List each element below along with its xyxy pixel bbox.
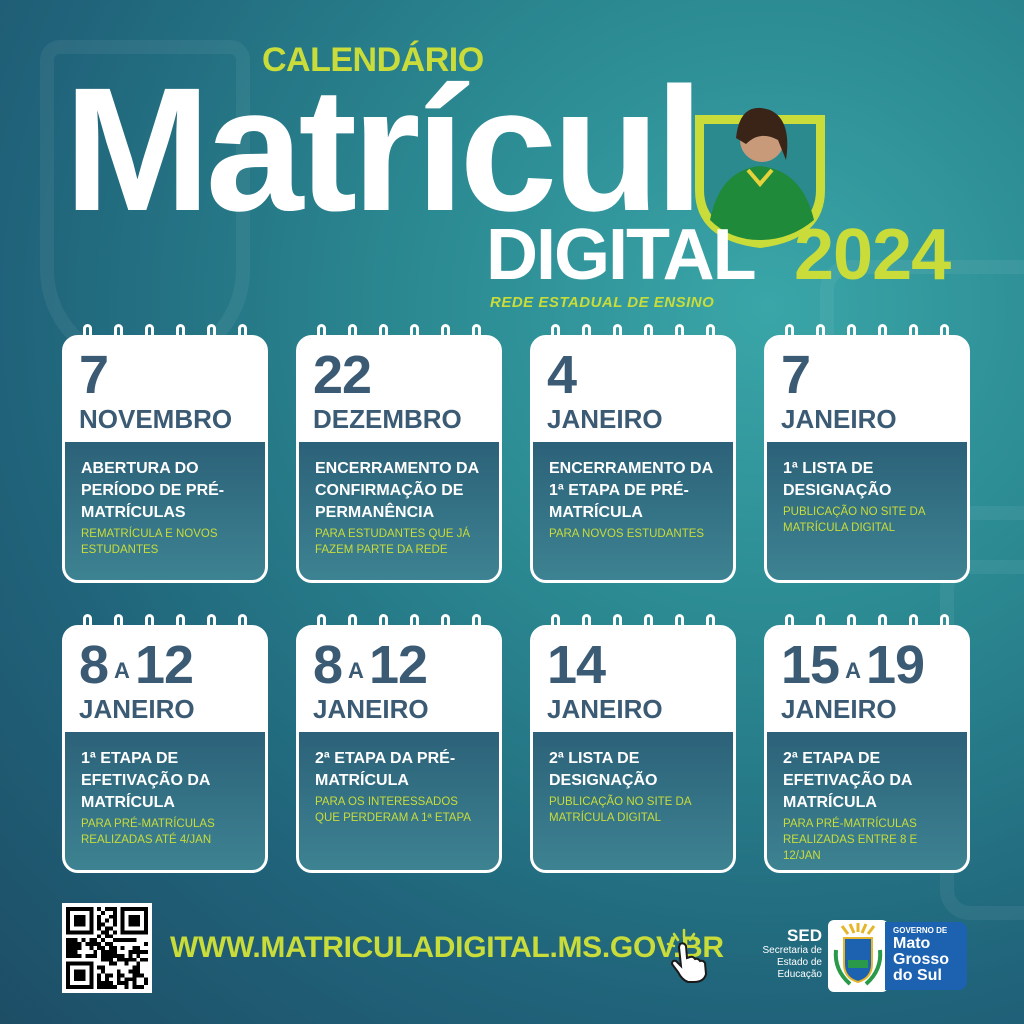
calendar-card: 4 JANEIRO ENCERRAMENTO DA 1ª ETAPA DE PR… (530, 324, 736, 583)
government-logo: GOVERNO DE Mato Grosso do Sul (885, 922, 967, 990)
day-end: 12 (134, 635, 194, 695)
card-month: DEZEMBRO (313, 404, 462, 434)
card-date: 15 A 19 JANEIRO (767, 628, 967, 732)
range-separator: A (114, 658, 130, 683)
card-note: PUBLICAÇÃO NO SITE DA MATRÍCULA DIGITAL (549, 796, 691, 824)
card-body: ENCERRAMENTO DA CONFIRMAÇÃO DE PERMANÊNC… (299, 442, 499, 574)
calendar-card: 22 DEZEMBRO ENCERRAMENTO DA CONFIRMAÇÃO … (296, 324, 502, 583)
card-body: ABERTURA DO PERÍODO DE PRÉ-MATRÍCULAS RE… (65, 442, 265, 574)
student-photo-shield (695, 107, 825, 248)
sed-acronym: SED (787, 926, 822, 945)
main-title: Matrícula (64, 52, 797, 248)
card-note: PARA OS INTERESSADOS QUE PERDERAM A 1ª E… (315, 796, 471, 824)
calendar-card: 7 NOVEMBRO ABERTURA DO PERÍODO DE PRÉ-MA… (62, 324, 268, 583)
calendar-card: 7 JANEIRO 1ª LISTA DE DESIGNAÇÃO PUBLICA… (764, 324, 970, 583)
card-date: 4 JANEIRO (533, 338, 733, 442)
card-day: 7 (79, 348, 251, 402)
kicker-title: CALENDÁRIO (262, 41, 484, 79)
calendar-card: 8 A 12 JANEIRO 2ª ETAPA DA PRÉ-MATRÍCULA P… (296, 614, 502, 873)
gov-line: Mato (893, 935, 931, 952)
card-day: 22 (313, 348, 485, 402)
card-day: 14 (547, 638, 719, 692)
card-note: PUBLICAÇÃO NO SITE DA MATRÍCULA DIGITAL (783, 506, 925, 534)
sed-line: Secretaria de (762, 945, 822, 956)
card-month: NOVEMBRO (79, 404, 233, 434)
calendar-card: 14 JANEIRO 2ª LISTA DE DESIGNAÇÃO PUBLIC… (530, 614, 736, 873)
card-date: 7 JANEIRO (767, 338, 967, 442)
card-note: PARA NOVOS ESTUDANTES (549, 528, 705, 540)
card-body: 1ª LISTA DE DESIGNAÇÃO PUBLICAÇÃO NO SIT… (767, 442, 967, 552)
gov-line: Grosso (893, 951, 950, 968)
card-body: 2ª LISTA DE DESIGNAÇÃO PUBLICAÇÃO NO SIT… (533, 732, 733, 842)
card-date: 22 DEZEMBRO (299, 338, 499, 442)
subtitle-digital: DIGITAL (486, 215, 757, 295)
day-start: 8 (79, 635, 109, 695)
card-day: 15 A 19 (781, 638, 953, 692)
card-date: 8 A 12 JANEIRO (299, 628, 499, 732)
day-start: 22 (313, 345, 372, 405)
card-title: 2ª ETAPA DE EFETIVAÇÃO DA MATRÍCULA (783, 750, 912, 811)
card-title: 1ª ETAPA DE EFETIVAÇÃO DA MATRÍCULA (81, 750, 210, 811)
day-start: 15 (781, 635, 840, 695)
card-month: JANEIRO (547, 404, 663, 434)
card-month: JANEIRO (79, 694, 195, 724)
year: 2024 (794, 215, 951, 295)
day-start: 14 (547, 635, 606, 695)
calendar-card: 15 A 19 JANEIRO 2ª ETAPA DE EFETIVAÇÃO DA … (764, 614, 970, 873)
card-month: JANEIRO (313, 694, 429, 724)
card-body: ENCERRAMENTO DA 1ª ETAPA DE PRÉ-MATRÍCUL… (533, 442, 733, 558)
card-body: 2ª ETAPA DE EFETIVAÇÃO DA MATRÍCULA PARA… (767, 732, 967, 880)
card-day: 8 A 12 (313, 638, 485, 692)
card-note: PARA PRÉ-MATRÍCULAS REALIZADAS ATÉ 4/JAN (81, 818, 215, 846)
card-title: 1ª LISTA DE DESIGNAÇÃO (783, 460, 892, 499)
day-start: 8 (313, 635, 343, 695)
card-date: 7 NOVEMBRO (65, 338, 265, 442)
card-body: 1ª ETAPA DE EFETIVAÇÃO DA MATRÍCULA PARA… (65, 732, 265, 864)
day-start: 7 (781, 345, 811, 405)
day-end: 19 (865, 635, 925, 695)
card-title: ENCERRAMENTO DA 1ª ETAPA DE PRÉ-MATRÍCUL… (549, 460, 713, 521)
website-link[interactable]: WWW.MATRICULADIGITAL.MS.GOV.BR (170, 931, 724, 964)
card-title: ABERTURA DO PERÍODO DE PRÉ-MATRÍCULAS (81, 460, 225, 521)
day-start: 7 (79, 345, 109, 405)
day-end: 12 (368, 635, 428, 695)
card-note: PARA PRÉ-MATRÍCULAS REALIZADAS ENTRE 8 E… (783, 818, 918, 862)
range-separator: A (845, 658, 861, 683)
card-day: 8 A 12 (79, 638, 251, 692)
card-body: 2ª ETAPA DA PRÉ-MATRÍCULA PARA OS INTERE… (299, 732, 499, 842)
tagline: REDE ESTADUAL DE ENSINO (490, 294, 715, 311)
gov-label: GOVERNO DE (893, 926, 948, 935)
card-note: PARA ESTUDANTES QUE JÁ FAZEM PARTE DA RE… (315, 528, 471, 556)
pointing-hand-icon (666, 928, 708, 983)
card-day: 4 (547, 348, 719, 402)
card-month: JANEIRO (547, 694, 663, 724)
card-date: 8 A 12 JANEIRO (65, 628, 265, 732)
day-start: 4 (547, 345, 577, 405)
calendar-card: 8 A 12 JANEIRO 1ª ETAPA DE EFETIVAÇÃO DA M… (62, 614, 268, 873)
card-date: 14 JANEIRO (533, 628, 733, 732)
gov-line: do Sul (893, 967, 942, 984)
sed-line: Estado de (776, 957, 822, 968)
sed-logo: SED Secretaria de Estado de Educação (750, 926, 822, 981)
qr-code-icon[interactable] (62, 903, 152, 993)
card-title: 2ª LISTA DE DESIGNAÇÃO (549, 750, 658, 789)
range-separator: A (348, 658, 364, 683)
card-title: 2ª ETAPA DA PRÉ-MATRÍCULA (315, 750, 456, 789)
card-title: ENCERRAMENTO DA CONFIRMAÇÃO DE PERMANÊNC… (315, 460, 479, 521)
card-note: REMATRÍCULA E NOVOS ESTUDANTES (81, 528, 218, 556)
sed-line: Educação (777, 969, 822, 980)
card-month: JANEIRO (781, 694, 897, 724)
card-month: JANEIRO (781, 404, 897, 434)
calendar-rings (83, 614, 247, 640)
state-crest-icon (828, 920, 888, 992)
card-day: 7 (781, 348, 953, 402)
